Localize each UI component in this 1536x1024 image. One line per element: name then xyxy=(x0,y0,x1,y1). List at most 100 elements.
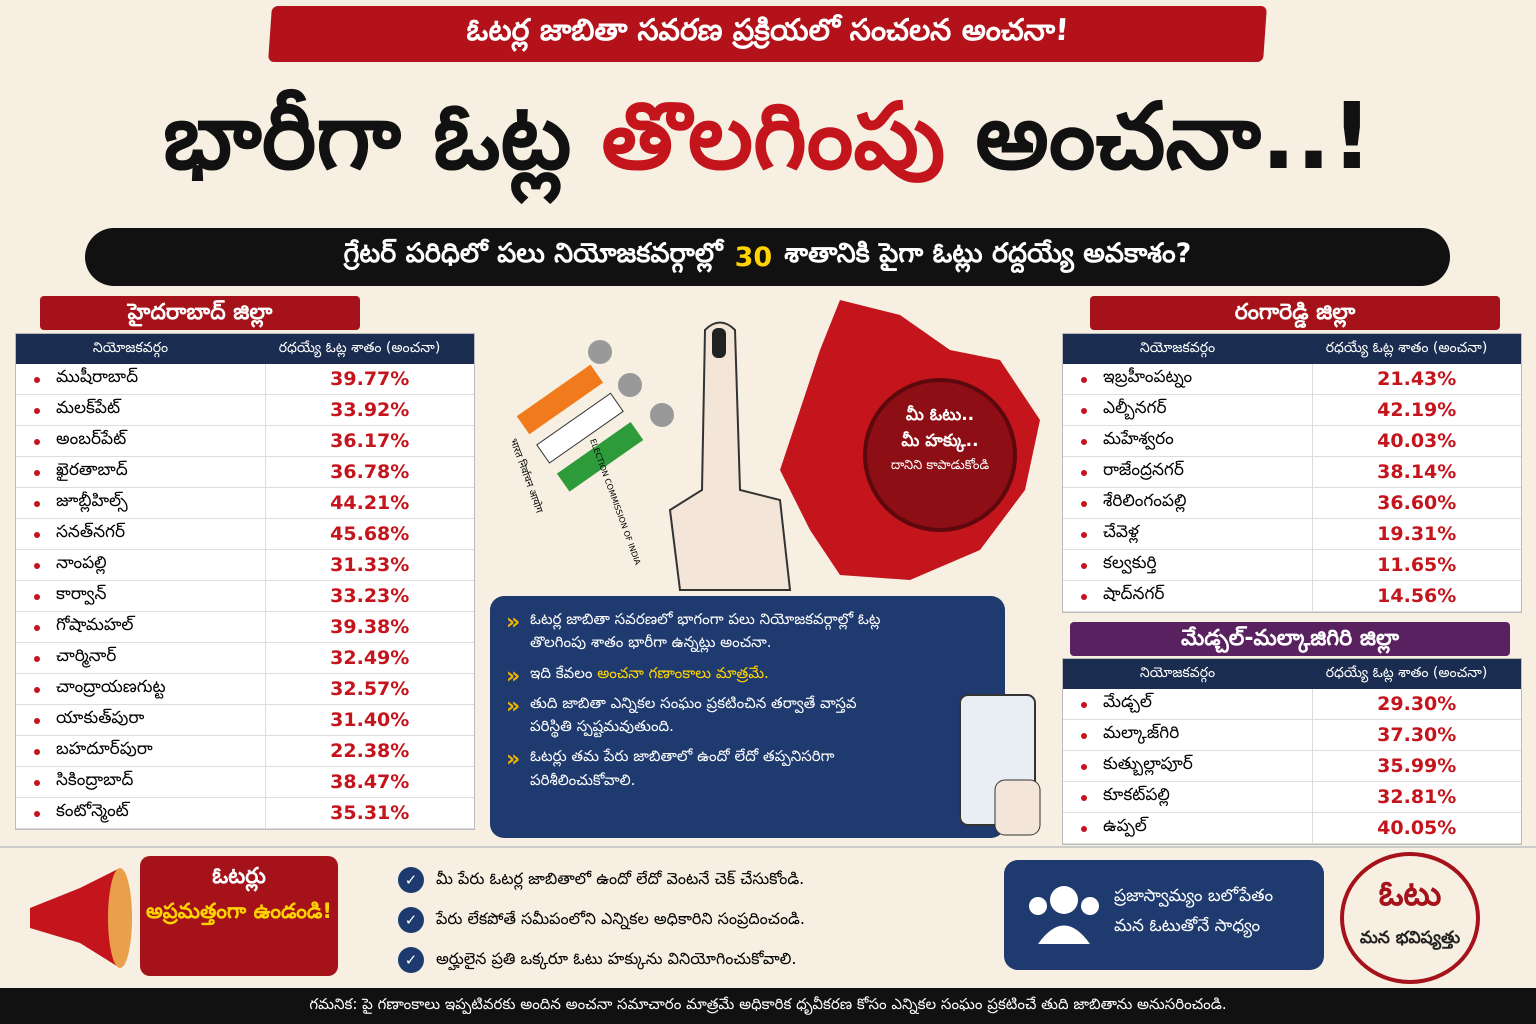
table-row: కల్వకుర్తి 11.65% xyxy=(1063,550,1521,581)
stamp-note-box: దానిని కాపాడుకోండి xyxy=(890,458,990,473)
headline-part: అంచనా..! xyxy=(975,83,1373,190)
constituency: మలక్‌పేట్ xyxy=(16,395,266,425)
table-row: ముషీరాబాద్ 39.77% xyxy=(16,364,474,395)
table-row: నాంపల్లి 31.33% xyxy=(16,550,474,581)
table-row: బహదూర్‌పురా 22.38% xyxy=(16,736,474,767)
table-row: మేడ్చల్ 29.30% xyxy=(1063,689,1521,720)
constituency: అంబర్‌పేట్ xyxy=(16,426,266,456)
table-row: కంటోన్మెంట్ 35.31% xyxy=(16,798,474,829)
deletion-percent: 42.19% xyxy=(1377,399,1457,421)
constituency: శేరిలింగంపల్లి xyxy=(1063,488,1313,518)
subtitle: గ్రేటర్ పరిధిలో పలు నియోజకవర్గాల్లో 30 శ… xyxy=(85,228,1450,286)
vote-badge: ఓటు మన భవిష్యత్తు xyxy=(1340,852,1480,984)
info-bullet: ఓటర్లు తమ పేరు జాబితాలో ఉందో లేదో తప్పని… xyxy=(504,743,885,792)
constituency: మహేశ్వరం xyxy=(1063,426,1313,456)
stamp-text: మీ హక్కు.. xyxy=(901,431,978,453)
info-bullet: ఇది కేవలం అంచనా గణాంకాలు మాత్రమే. xyxy=(504,659,885,693)
info-text: అంచనా గణాంకాలు మాత్రమే. xyxy=(597,663,769,682)
badge-text: మన భవిష్యత్తు xyxy=(1359,928,1461,948)
kicker: ఓటర్ల జాబితా సవరణ ప్రక్రియలో సంచలన అంచనా… xyxy=(268,6,1267,62)
table-row: యాకుత్‌పురా 31.40% xyxy=(16,705,474,736)
stamp-text: దానిని కాపాడుకోండి xyxy=(890,458,990,473)
table-row: ఖైరతాబాద్ 36.78% xyxy=(16,457,474,488)
footer-note: గమనిక: పై గణాంకాలు ఇప్పటివరకు అందిన అంచన… xyxy=(0,988,1536,1024)
constituency: చేవెళ్ల xyxy=(1063,519,1313,549)
table-row: చేవెళ్ల 19.31% xyxy=(1063,519,1521,550)
deletion-percent: 36.78% xyxy=(330,461,410,483)
table-header: నియోజకవర్గం రధయ్యే ఓట్ల శాతం (అంచనా) xyxy=(1063,659,1521,689)
table-row: మహేశ్వరం 40.03% xyxy=(1063,426,1521,457)
people-icon xyxy=(1029,886,1099,944)
constituency: మేడ్చల్ xyxy=(1063,689,1313,719)
constituency: చాంద్రాయణగుట్ట xyxy=(16,674,266,704)
constituency: కుత్బుల్లాపూర్ xyxy=(1063,751,1313,781)
constituency: సికింద్రాబాద్ xyxy=(16,767,266,797)
constituency: ముషీరాబాద్ xyxy=(16,364,266,394)
deletion-percent: 35.99% xyxy=(1377,755,1457,777)
deletion-percent: 40.03% xyxy=(1377,430,1457,452)
info-text: ఇది కేవలం xyxy=(530,663,593,682)
deletion-percent: 14.56% xyxy=(1377,585,1457,607)
deletion-percent: 33.23% xyxy=(330,585,410,607)
stamp xyxy=(863,378,1017,532)
table-header: నియోజకవర్గం రధయ్యే ఓట్ల శాతం (అంచనా) xyxy=(16,334,474,364)
deletion-percent: 36.17% xyxy=(330,430,410,452)
check-item: పేరు లేకపోతే సమీపంలోని ఎన్నికల అధికారిని… xyxy=(398,900,998,940)
district-table: నియోజకవర్గం రధయ్యే ఓట్ల శాతం (అంచనా) ముషీర… xyxy=(15,333,475,830)
alert-title: ఓటర్లు xyxy=(212,864,266,889)
district-table: నియోజకవర్గం రధయ్యే ఓట్ల శాతం (అంచనా) మేడ్చ… xyxy=(1062,658,1522,845)
info-bullet: ఓటర్ల జాబితా సవరణలో భాగంగా పలు నియోజకవర్… xyxy=(504,606,885,655)
checklist: మీ పేరు ఓటర్ల జాబితాలో ఉందో లేదో వెంటనే … xyxy=(398,860,998,980)
subtitle-part: 30 xyxy=(734,241,773,273)
table-row: జూబ్లీహిల్స్ 44.21% xyxy=(16,488,474,519)
info-box: ఓటర్ల జాబితా సవరణలో భాగంగా పలు నియోజకవర్… xyxy=(490,596,1005,838)
table-row: మలక్‌పేట్ 33.92% xyxy=(16,395,474,426)
constituency: చార్మినార్ xyxy=(16,643,266,673)
table-row: అంబర్‌పేట్ 36.17% xyxy=(16,426,474,457)
badge-title: ఓటు xyxy=(1378,874,1442,914)
column-header: నియోజకవర్గం xyxy=(1139,664,1216,681)
deletion-percent: 37.30% xyxy=(1377,724,1457,746)
table-row: ఇబ్రహీంపట్నం 21.43% xyxy=(1063,364,1521,395)
deletion-percent: 40.05% xyxy=(1377,817,1457,839)
deletion-percent: 39.38% xyxy=(330,616,410,638)
deletion-percent: 36.60% xyxy=(1377,492,1457,514)
column-header: రధయ్యే ఓట్ల శాతం (అంచనా) xyxy=(1325,339,1488,356)
table-row: సికింద్రాబాద్ 38.47% xyxy=(16,767,474,798)
table-row: ఎల్బీనగర్ 42.19% xyxy=(1063,395,1521,426)
headline-part: భారీగా ఓట్ల xyxy=(163,83,572,190)
deletion-percent: 45.68% xyxy=(330,523,410,545)
deletion-percent: 32.57% xyxy=(330,678,410,700)
deletion-percent: 19.31% xyxy=(1377,523,1457,545)
table-row: చాంద్రాయణగుట్ట 32.57% xyxy=(16,674,474,705)
constituency: కార్వాన్ xyxy=(16,581,266,611)
table-title: రంగారెడ్డి జిల్లా xyxy=(1090,296,1500,330)
constituency: జూబ్లీహిల్స్ xyxy=(16,488,266,518)
constituency: కూకట్‌పల్లి xyxy=(1063,782,1313,812)
constituency: యాకుత్‌పురా xyxy=(16,705,266,735)
deletion-percent: 39.77% xyxy=(330,368,410,390)
subtitle-part: గ్రేటర్ పరిధిలో పలు నియోజకవర్గాల్లో xyxy=(343,238,723,269)
headline: భారీగా ఓట్ల తొలగింపు అంచనా..! xyxy=(0,78,1536,218)
table-header: నియోజకవర్గం రధయ్యే ఓట్ల శాతం (అంచనా) xyxy=(1063,334,1521,364)
deletion-percent: 29.30% xyxy=(1377,693,1457,715)
alert-text: అప్రమత్తంగా ఉండండి! xyxy=(146,899,332,923)
constituency: మల్కాజ్‌గిరి xyxy=(1063,720,1313,750)
ink-mark xyxy=(712,328,726,358)
eci-logo xyxy=(516,364,644,492)
deletion-percent: 11.65% xyxy=(1377,554,1457,576)
constituency: ఖైరతాబాద్ xyxy=(16,457,266,487)
constituency: సనత్‌నగర్ xyxy=(16,519,266,549)
democracy-text: ప్రజాస్వామ్యం బలోపేతం xyxy=(1114,886,1274,906)
constituency: నాంపల్లి xyxy=(16,550,266,580)
headline-part: తొలగింపు xyxy=(601,83,946,190)
constituency: కంటోన్మెంట్ xyxy=(16,798,266,828)
table-row: కూకట్‌పల్లి 32.81% xyxy=(1063,782,1521,813)
district-table: నియోజకవర్గం రధయ్యే ఓట్ల శాతం (అంచనా) ఇబ్రహ… xyxy=(1062,333,1522,613)
democracy-box: ప్రజాస్వామ్యం బలోపేతం మన ఓటుతోనే సాధ్యం xyxy=(1004,860,1324,970)
deletion-percent: 22.38% xyxy=(330,740,410,762)
table-title: మేడ్చల్-మల్కాజిగిరి జిల్లా xyxy=(1070,622,1510,656)
constituency: కల్వకుర్తి xyxy=(1063,550,1313,580)
constituency: గోషామహల్ xyxy=(16,612,266,642)
